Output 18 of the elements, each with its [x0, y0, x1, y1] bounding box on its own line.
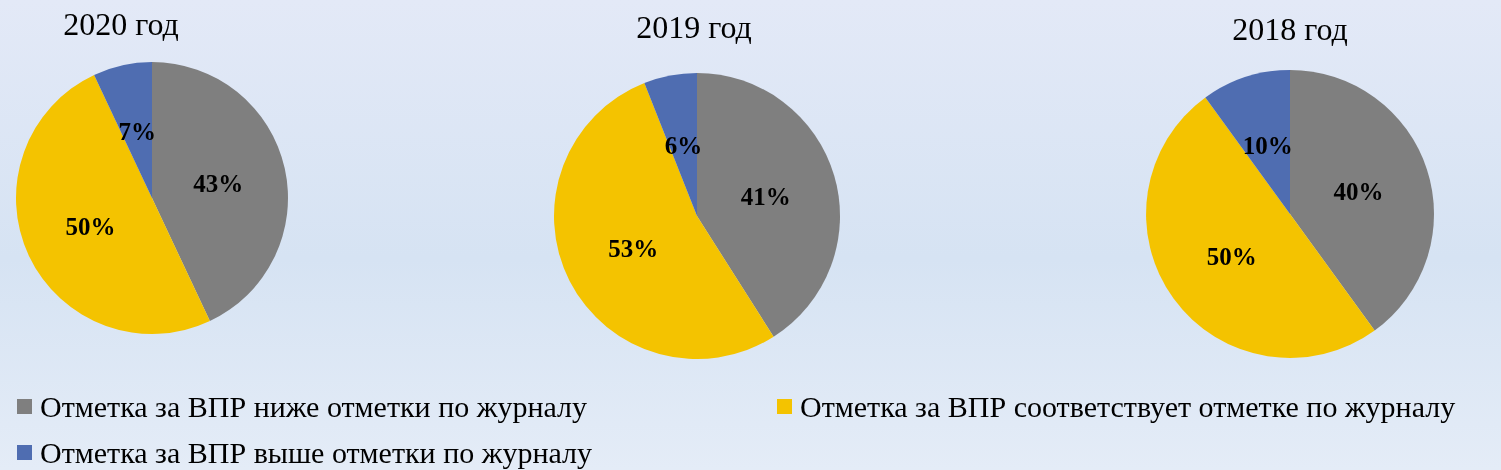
data-label: 10%: [1242, 132, 1293, 160]
pie-slice: [94, 62, 152, 198]
chart-title: 2019 год: [636, 9, 752, 45]
legend-label: Отметка за ВПР ниже отметки по журналу: [40, 389, 588, 423]
data-label: 7%: [118, 118, 156, 146]
chart-title: 2018 год: [1232, 11, 1348, 47]
data-label: 50%: [65, 213, 116, 241]
pie-slice: [1290, 70, 1434, 331]
data-label: 50%: [1206, 242, 1257, 270]
data-label: 41%: [740, 182, 791, 210]
legend-label: Отметка за ВПР соответствует отметке по журналу: [800, 389, 1456, 423]
pie-slice: [1205, 70, 1290, 214]
data-label: 40%: [1333, 178, 1384, 206]
legend-label: Отметка за ВПР выше отметки по журналу: [40, 435, 593, 469]
data-label: 53%: [608, 234, 659, 262]
chart-title: 2020 год: [63, 6, 179, 42]
data-label: 43%: [193, 169, 244, 197]
pie-slice: [152, 62, 288, 322]
